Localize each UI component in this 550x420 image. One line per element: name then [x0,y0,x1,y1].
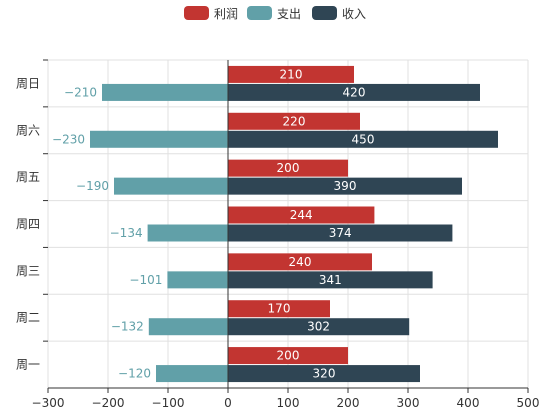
bar-profit [228,159,348,177]
legend-label-income: 收入 [342,6,367,21]
bar-label-income: 450 [352,132,375,146]
y-tick-label: 周三 [16,264,40,278]
x-tick-label: −100 [152,396,185,410]
bar-expense [90,130,228,148]
bar-profit [228,65,354,83]
y-tick-label: 周五 [16,170,40,184]
bar-label-income: 302 [307,320,330,334]
y-tick-label: 周日 [16,76,40,90]
x-tick-label: 200 [337,396,360,410]
bar-profit [228,206,375,224]
bar-profit [228,347,348,365]
bar-income [228,271,433,289]
bar-expense [114,177,228,195]
bar-income [228,318,410,336]
x-tick-label: −300 [32,396,65,410]
legend-swatch-profit [184,6,209,20]
bar-label-expense: −134 [110,226,143,240]
bar-income [228,365,420,383]
bar-label-income: 420 [343,85,366,99]
bar-label-profit: 200 [277,161,300,175]
bar-income [228,83,480,101]
legend-item-income[interactable]: 收入 [312,3,366,23]
bar-expense [102,83,228,101]
bar-income [228,130,498,148]
legend-swatch-expense [247,6,272,20]
x-tick-label: 500 [517,396,540,410]
legend-label-profit: 利润 [214,6,239,21]
y-tick-label: 周一 [16,358,40,372]
legend: 利润 支出 收入 [0,3,550,23]
bar-expense [167,271,228,289]
bar-label-profit: 210 [280,67,303,81]
y-tick-label: 周四 [16,217,40,231]
bar-label-income: 390 [334,179,357,193]
bar-income [228,224,453,242]
bar-label-expense: −120 [118,367,151,381]
x-tick-label: 100 [277,396,300,410]
x-tick-label: 300 [397,396,420,410]
legend-swatch-income [312,6,337,20]
bar-label-income: 320 [313,367,336,381]
bar-label-profit: 170 [268,302,291,316]
bar-profit [228,112,360,130]
legend-label-expense: 支出 [277,6,302,21]
bar-expense [148,318,228,336]
y-tick-label: 周六 [16,123,40,137]
y-tick-label: 周二 [16,311,40,325]
legend-item-profit[interactable]: 利润 [184,3,238,23]
x-tick-label: −200 [92,396,125,410]
bar-profit [228,253,372,271]
x-tick-label: 400 [457,396,480,410]
bar-label-expense: −230 [52,132,85,146]
bar-label-expense: −210 [64,85,97,99]
x-tick-label: 0 [224,396,232,410]
bar-label-income: 374 [329,226,352,240]
bar-income [228,177,462,195]
legend-item-expense[interactable]: 支出 [247,3,301,23]
bar-label-profit: 240 [289,255,312,269]
bar-profit [228,300,330,318]
bar-label-expense: −190 [76,179,109,193]
bar-label-profit: 220 [283,114,306,128]
bar-expense [147,224,228,242]
bar-label-income: 341 [319,273,342,287]
bar-label-profit: 244 [290,208,313,222]
bar-label-expense: −101 [129,273,162,287]
bar-expense [156,365,228,383]
bar-label-profit: 200 [277,349,300,363]
bar-label-expense: −132 [111,320,144,334]
